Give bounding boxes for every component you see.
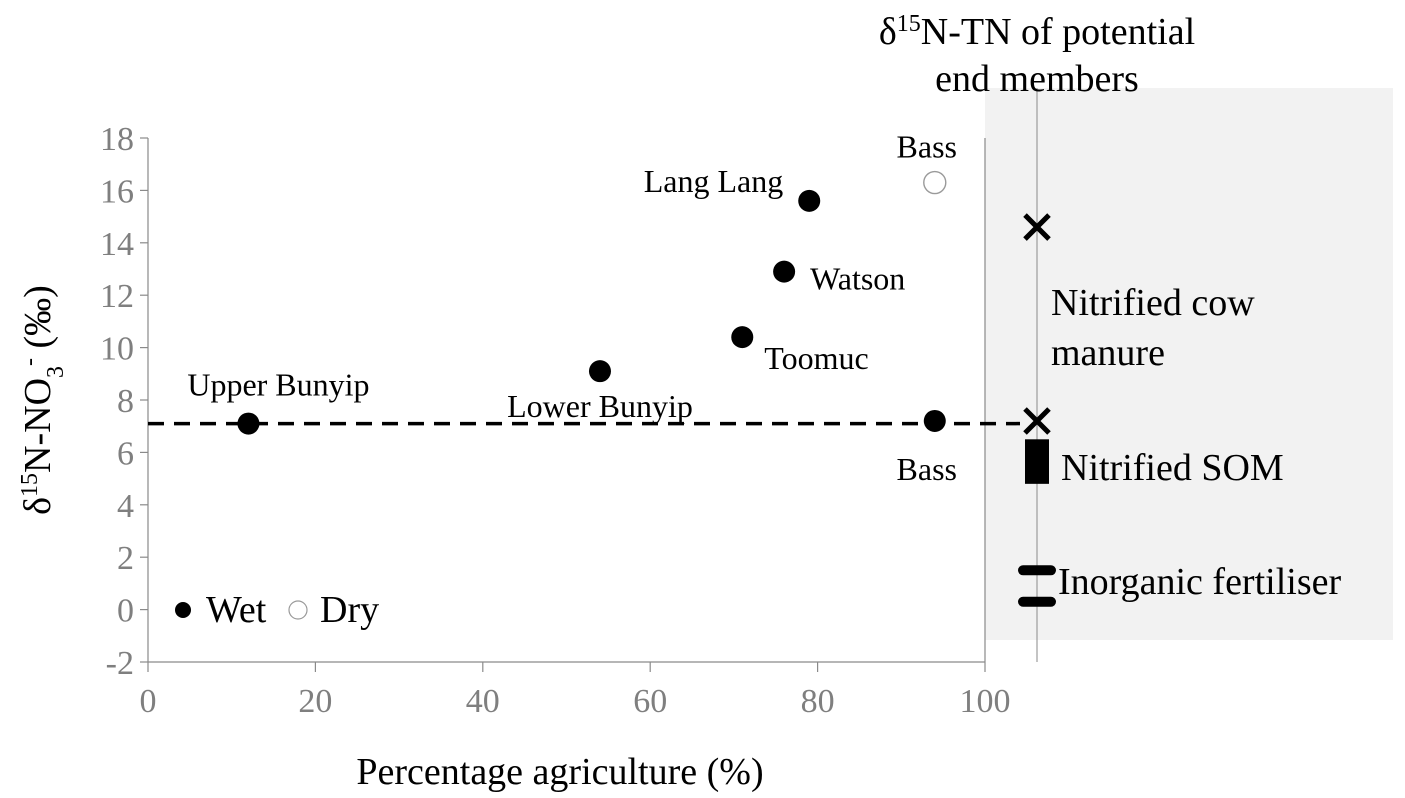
legend-dry-marker bbox=[288, 600, 308, 620]
legend: Wet Dry bbox=[175, 589, 379, 631]
y-tick-label: 14 bbox=[100, 226, 134, 263]
point-label: Toomuc bbox=[764, 340, 868, 376]
end-member-label: Inorganic fertiliser bbox=[1058, 561, 1341, 603]
x-tick-label: 0 bbox=[140, 683, 157, 720]
y-tick-label: 16 bbox=[100, 173, 134, 210]
y-tick-label: 6 bbox=[117, 435, 134, 472]
y-tick-label: 10 bbox=[100, 331, 134, 368]
point-labels: Upper Bunyip Lower Bunyip Toomuc Watson Lang… bbox=[187, 129, 957, 487]
wet-point bbox=[588, 360, 611, 383]
wet-point bbox=[773, 260, 796, 283]
end-member-bar-marker bbox=[1025, 439, 1049, 484]
point-label: Lang Lang bbox=[644, 163, 784, 199]
x-tick-label: 100 bbox=[960, 683, 1011, 720]
end-member-markers: Nitrified cow manure Nitrified SOM Inorgani… bbox=[1018, 213, 1341, 607]
y-tick-label: 4 bbox=[117, 488, 134, 525]
end-member-x-marker bbox=[1023, 407, 1051, 435]
legend-wet-marker bbox=[175, 602, 191, 618]
legend-dry-label: Dry bbox=[320, 589, 379, 631]
legend-wet-label: Wet bbox=[206, 589, 267, 631]
wet-point bbox=[923, 409, 946, 432]
point-label: Bass bbox=[897, 451, 957, 487]
x-tick-label: 40 bbox=[466, 683, 500, 720]
end-member-label: Nitrified cow bbox=[1051, 282, 1255, 324]
end-member-title-sup: 15 bbox=[897, 11, 921, 37]
end-member-dash-marker bbox=[1018, 565, 1056, 576]
end-member-label: manure bbox=[1051, 332, 1165, 374]
wet-point bbox=[798, 189, 821, 212]
data-points bbox=[237, 170, 947, 435]
y-tick-label: 0 bbox=[117, 593, 134, 630]
x-tick-label: 60 bbox=[633, 683, 667, 720]
y-tick-label: 8 bbox=[117, 383, 134, 420]
y-tick-label: -2 bbox=[106, 645, 134, 682]
x-tick-label: 20 bbox=[298, 683, 332, 720]
point-label: Bass bbox=[897, 129, 957, 165]
y-tick-label: 2 bbox=[117, 540, 134, 577]
dry-point bbox=[923, 170, 947, 195]
end-member-x-marker bbox=[1023, 213, 1051, 241]
x-ticks: 0 20 40 60 80 100 bbox=[140, 662, 1011, 720]
point-label: Lower Bunyip bbox=[507, 388, 693, 424]
x-tick-label: 80 bbox=[801, 683, 835, 720]
wet-point bbox=[731, 326, 754, 349]
end-member-dash-marker bbox=[1018, 596, 1056, 607]
end-member-title-line2: end members bbox=[935, 58, 1139, 100]
end-member-panel bbox=[985, 88, 1393, 640]
y-ticks: -2 0 2 4 6 8 10 12 14 16 18 bbox=[100, 121, 148, 682]
point-label: Watson bbox=[810, 261, 905, 297]
end-member-label: Nitrified SOM bbox=[1061, 447, 1284, 489]
svg-text:δ15N-NO3- (‰): δ15N-NO3- (‰) bbox=[17, 285, 69, 515]
point-label: Upper Bunyip bbox=[187, 367, 369, 403]
wet-point bbox=[237, 412, 260, 435]
end-member-title: δ15N-TN of potential bbox=[879, 11, 1195, 53]
y-axis-title: δ15N-NO3- (‰) bbox=[17, 285, 69, 515]
y-tick-label: 12 bbox=[100, 278, 134, 315]
y-tick-label: 18 bbox=[100, 121, 134, 158]
x-axis-title: Percentage agriculture (%) bbox=[356, 751, 763, 793]
